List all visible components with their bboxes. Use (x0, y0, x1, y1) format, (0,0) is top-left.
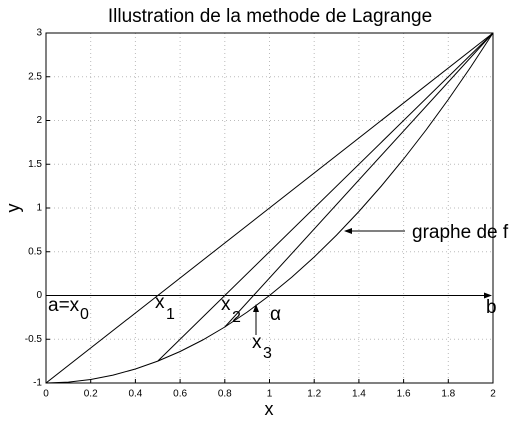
y-axis-label: y (3, 204, 23, 213)
x-axis-label: x (265, 399, 274, 419)
annotation-subscript: 0 (80, 306, 89, 323)
x-tick-label: 1.8 (441, 389, 455, 400)
y-tick-label: 0.5 (28, 246, 42, 257)
x-tick-label: 1.4 (352, 389, 366, 400)
series-line (224, 32, 494, 328)
annotation: a=x (48, 295, 80, 316)
annotation-subscript: 2 (232, 309, 241, 326)
x-tick-label: 0.8 (218, 389, 232, 400)
chart-title: Illustration de la methode de Lagrange (108, 6, 432, 27)
annotation: x (252, 332, 262, 353)
y-tick-label: 0 (36, 290, 42, 301)
y-tick-label: 3 (36, 28, 42, 39)
y-tick-label: -0.5 (25, 334, 43, 345)
y-tick-label: 1.5 (28, 159, 42, 170)
x-tick-label: 0.4 (128, 389, 142, 400)
x-tick-label: 0 (43, 389, 49, 400)
x-tick-label: 0.2 (84, 389, 98, 400)
series-line (157, 32, 494, 362)
x-tick-label: 1.6 (397, 389, 411, 400)
axes-box (45, 32, 494, 384)
annotation: x (221, 294, 231, 315)
series-line (45, 32, 494, 384)
annotation: b (486, 297, 497, 318)
x-tick-label: 0.6 (173, 389, 187, 400)
x-tick-label: 1.2 (307, 389, 321, 400)
x-tick-label: 1 (267, 389, 273, 400)
y-tick-label: -1 (33, 378, 42, 389)
x-tick-label: 2 (490, 389, 496, 400)
annotation-subscript: 3 (263, 345, 272, 362)
annotation: x (155, 292, 165, 313)
y-tick-label: 2 (36, 115, 42, 126)
annotation: graphe de f (412, 222, 509, 243)
series-line (45, 32, 494, 384)
y-tick-label: 2.5 (28, 71, 42, 82)
annotation-subscript: 1 (166, 306, 175, 323)
annotation: α (270, 304, 281, 325)
y-tick-label: 1 (36, 203, 42, 214)
